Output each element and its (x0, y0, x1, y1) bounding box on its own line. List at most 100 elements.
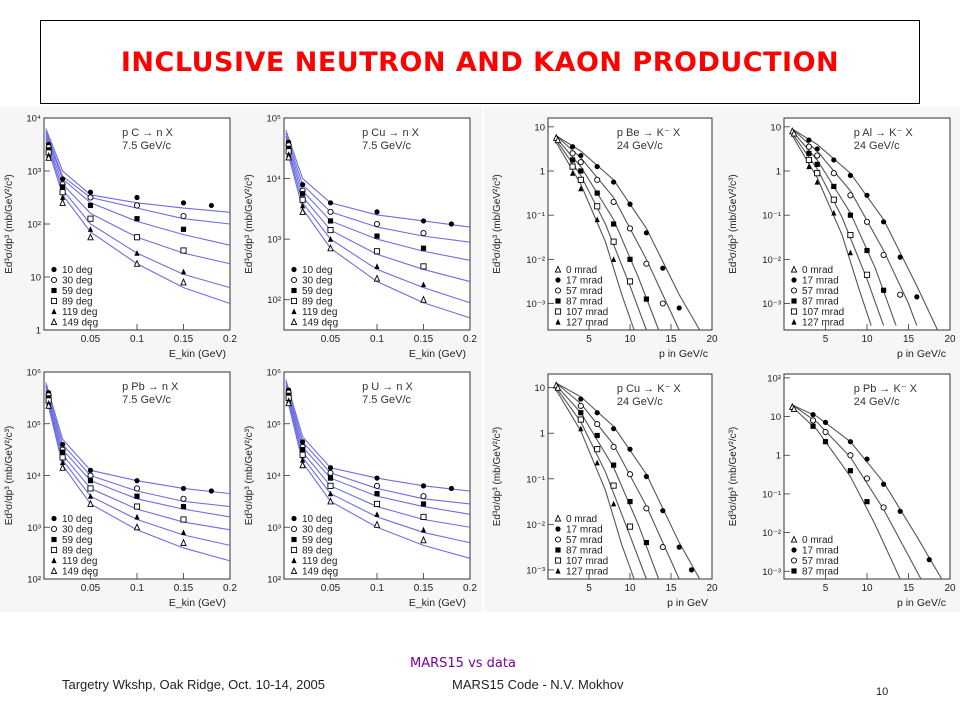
x-tick-label: 15 (903, 583, 915, 594)
y-axis-label: Ed³σ/dp³ (mb/GeV²/c³) (492, 174, 503, 274)
y-tick-label: 10⁻³ (762, 567, 781, 578)
data-point (133, 523, 141, 531)
data-point (285, 398, 292, 407)
data-point (594, 410, 600, 416)
data-point (806, 150, 812, 156)
x-tick-label: 0.05 (81, 583, 101, 594)
data-point (659, 544, 666, 551)
data-point (180, 213, 187, 220)
model-curve (791, 406, 901, 580)
chart-neutron-cu: 0.05 0.1 0.15 0.2 10² 10³ 10⁴ 10⁵ E_kin (GeV) Ed³… (244, 114, 477, 361)
data-point (611, 462, 617, 468)
data-point (134, 194, 140, 201)
legend-marker (554, 557, 562, 564)
legend-marker (555, 526, 561, 532)
data-point (180, 495, 187, 502)
x-tick-label: 0.15 (414, 334, 434, 345)
data-point (59, 454, 66, 461)
legend-label: 17 mrad (802, 546, 839, 557)
page-number: 10 (876, 686, 889, 698)
data-point (626, 471, 634, 478)
model-curve (45, 133, 231, 246)
legend-label: 17 mrad (566, 525, 603, 536)
x-tick-label: 10 (861, 583, 873, 594)
data-point (577, 159, 584, 166)
data-point (87, 499, 94, 508)
x-tick-label: 0.2 (223, 583, 237, 594)
legend-label: 149 deg (302, 567, 338, 578)
legend-marker (51, 308, 57, 315)
data-point (790, 404, 798, 412)
legend-marker (50, 317, 58, 326)
x-tick-label: 10 (624, 334, 636, 345)
legend-marker (51, 557, 57, 564)
reaction-label: p Be → K⁻ X (617, 127, 681, 139)
y-tick-label: 10⁴ (26, 114, 41, 125)
data-point (806, 163, 812, 170)
data-points (45, 141, 214, 286)
data-point (208, 202, 214, 209)
data-point (814, 161, 820, 167)
legend-marker (554, 536, 562, 543)
legend-marker (290, 276, 298, 284)
x-tick-label: 0.05 (321, 334, 341, 345)
legend-marker (791, 547, 797, 553)
model-curve (45, 128, 231, 213)
chart-kaon-pb: 5 10 15 20 10² 10 1 10⁻¹ 10⁻² 10⁻³ p in GeV/c Ed³σ/… (728, 373, 956, 609)
legend-label: 59 deg (62, 535, 93, 546)
legend-label: 149 deg (302, 318, 338, 329)
legend-marker (791, 318, 797, 325)
data-point (688, 567, 695, 573)
x-axis-label: p in GeV (667, 597, 708, 609)
data-point (847, 468, 853, 474)
y-tick-label: 10⁵ (266, 419, 281, 430)
data-point (610, 198, 617, 205)
data-point (59, 463, 66, 471)
y-tick-label: 10² (767, 373, 781, 384)
data-points (552, 133, 682, 311)
legend-label: 149 deg (62, 567, 98, 578)
data-point (60, 184, 66, 190)
legend-marker (51, 287, 57, 294)
momentum-label: 24 GeV/c (854, 396, 900, 408)
data-point (847, 249, 853, 256)
model-curve (285, 142, 471, 304)
legend-marker (790, 287, 798, 294)
legend-label: 119 deg (62, 556, 97, 567)
legend-marker (50, 297, 58, 305)
data-point (554, 383, 562, 391)
legend-label: 10 deg (62, 265, 93, 276)
data-point (830, 196, 837, 203)
data-point (87, 485, 94, 492)
data-point (810, 412, 816, 418)
data-point (847, 231, 854, 239)
legend-label: 0 mrad (802, 265, 833, 276)
data-point (643, 473, 649, 480)
data-point (299, 451, 306, 458)
momentum-label: 24 GeV/c (617, 396, 663, 408)
data-point (805, 143, 812, 150)
y-tick-label: 10³ (27, 167, 41, 178)
legend-label: 10 deg (302, 265, 333, 276)
data-point (880, 504, 887, 511)
data-point (577, 416, 584, 423)
legend-marker (554, 287, 562, 294)
data-point (822, 419, 829, 425)
legend-label: 57 mrad (566, 535, 603, 546)
data-point (373, 274, 381, 282)
x-tick-label: 5 (823, 334, 829, 345)
data-point (578, 396, 584, 402)
data-point (627, 446, 633, 452)
data-point (134, 478, 140, 484)
data-point (87, 233, 94, 241)
legend-marker (290, 317, 298, 326)
model-curves (45, 128, 231, 305)
legend-label: 57 mrad (802, 286, 839, 297)
data-point (180, 485, 187, 492)
data-point (299, 196, 306, 203)
data-point (133, 259, 141, 267)
chart-kaon-be: 5 10 15 20 10 1 10⁻¹ 10⁻² 10⁻³ p in GeV/c Ed³σ/dp³… (492, 117, 718, 360)
data-point (578, 168, 584, 174)
